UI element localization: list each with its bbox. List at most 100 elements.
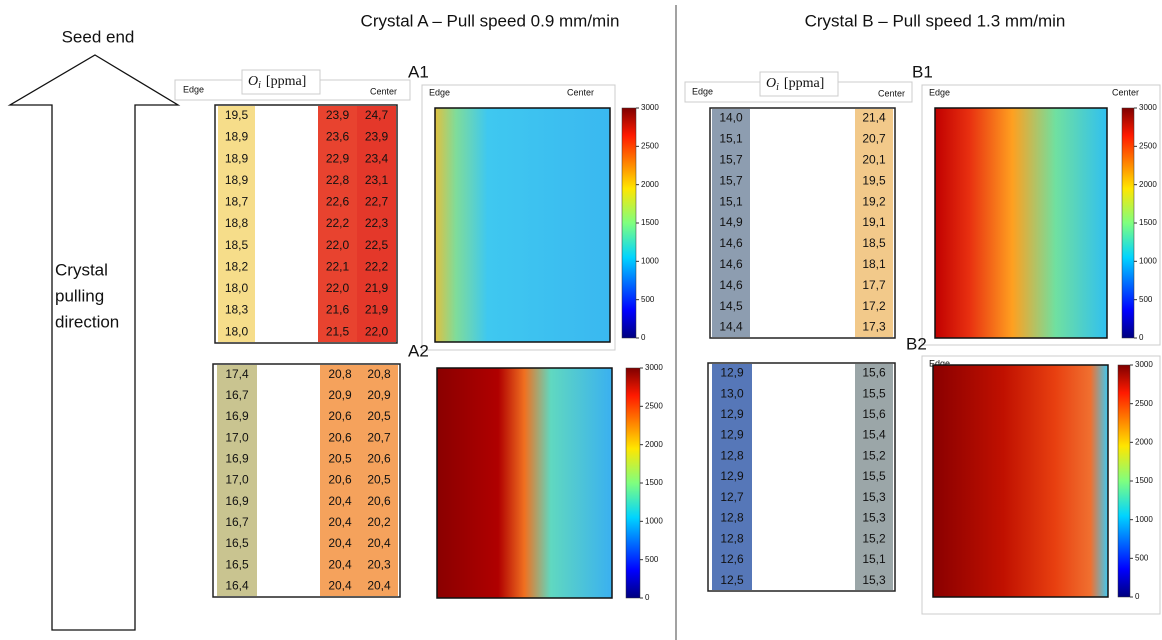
table-cell: 21,6	[326, 303, 350, 317]
oi-symbol: O	[766, 76, 776, 91]
colorbar-tick-label: 500	[641, 295, 655, 304]
table-cell: 19,5	[862, 173, 886, 187]
edge-label: Edge	[929, 358, 950, 368]
table-cell: 23,9	[326, 108, 350, 122]
column-fill	[218, 106, 255, 342]
table-cell: 20,5	[328, 451, 352, 465]
table-cell: 23,1	[365, 173, 389, 187]
heatmap	[934, 107, 1108, 339]
table-cell: 22,1	[326, 259, 350, 273]
table-cell: 20,9	[328, 388, 352, 402]
table-cell: 15,5	[862, 386, 886, 400]
table-cell: 17,3	[862, 320, 886, 334]
table-cell: 20,1	[862, 152, 886, 166]
table-cell: 15,6	[862, 407, 886, 421]
colorbar-tick-label: 2000	[645, 440, 663, 449]
table-cell: 17,7	[862, 278, 886, 292]
table-cell: 17,0	[225, 473, 249, 487]
table-cell: 17,4	[225, 367, 249, 381]
table-cell: 22,5	[365, 238, 389, 252]
table-cell: 16,9	[225, 409, 249, 423]
edge-label: Edge	[929, 87, 950, 97]
table-cell: 22,0	[365, 324, 389, 338]
oi-box	[759, 71, 839, 97]
table-cell: 22,2	[365, 259, 389, 273]
colorbar-tick-label: 1500	[645, 478, 663, 487]
table-cell: 16,9	[225, 494, 249, 508]
table-cell: 18,3	[225, 303, 249, 317]
oi-unit: [ppma]	[784, 76, 824, 91]
direction-line: direction	[55, 312, 119, 331]
table-cell: 20,4	[328, 494, 352, 508]
table-cell: 15,3	[862, 573, 886, 587]
colorbar-tick-label: 3000	[641, 103, 659, 112]
table-cell: 22,7	[365, 195, 389, 209]
table-cell: 22,9	[326, 151, 350, 165]
table-cell: 20,6	[328, 409, 352, 423]
direction-line: Crystal	[55, 260, 108, 279]
table-cell: 12,9	[720, 366, 744, 380]
table-cell: 18,8	[225, 216, 249, 230]
table-cell: 18,9	[225, 130, 249, 144]
oi-label: Oi [ppma]	[248, 74, 306, 91]
edge-label: Edge	[183, 84, 204, 94]
table-cell: 18,1	[862, 257, 886, 271]
table-cell: 15,4	[862, 428, 886, 442]
colorbar-tick-label: 2000	[641, 180, 659, 189]
column-fill	[712, 364, 752, 590]
panel-label: A1	[408, 62, 429, 81]
table-cell: 20,5	[367, 409, 391, 423]
heatmap	[434, 107, 611, 343]
table-cell: 19,5	[225, 108, 249, 122]
table-cell: 15,3	[862, 511, 886, 525]
direction-arrow	[7, 54, 181, 631]
colorbar-tick-label: 1000	[1139, 256, 1157, 265]
table-cell: 16,5	[225, 557, 249, 571]
table-cell: 20,4	[328, 579, 352, 593]
table-cell: 18,9	[225, 173, 249, 187]
table-cell: 14,6	[719, 236, 743, 250]
table-cell: 20,8	[328, 367, 352, 381]
edge-label: Edge	[429, 87, 450, 97]
oi-label: Oi [ppma]	[766, 76, 824, 93]
table-cell: 20,7	[862, 132, 886, 146]
table-cell: 15,6	[862, 366, 886, 380]
column-fill	[855, 364, 893, 590]
table-cell: 15,2	[862, 531, 886, 545]
table-cell: 20,8	[367, 367, 391, 381]
table-cell: 17,0	[225, 430, 249, 444]
colorbar-tick-label: 3000	[1135, 360, 1153, 369]
colorbar-tick-label: 1500	[1135, 476, 1153, 485]
colorbar	[1117, 364, 1131, 598]
table-cell: 12,9	[720, 469, 744, 483]
center-label: Center	[370, 86, 397, 96]
table-cell: 14,0	[719, 111, 743, 125]
colorbar-tick-label: 1500	[641, 218, 659, 227]
table-cell: 18,9	[225, 151, 249, 165]
colorbar-tick-label: 2500	[1135, 399, 1153, 408]
table-cell: 12,8	[720, 511, 744, 525]
table-cell: 14,9	[719, 215, 743, 229]
colorbar-tick-label: 1000	[1135, 515, 1153, 524]
table-cell: 15,1	[862, 552, 886, 566]
table-cell: 20,6	[328, 473, 352, 487]
table-cell: 18,7	[225, 195, 249, 209]
table-cell: 20,4	[367, 579, 391, 593]
table-cell: 22,8	[326, 173, 350, 187]
table-cell: 20,2	[367, 515, 391, 529]
title: Crystal B – Pull speed 1.3 mm/min	[805, 11, 1066, 30]
table-cell: 18,0	[225, 281, 249, 295]
table-cell: 13,0	[720, 386, 744, 400]
panel-label: A2	[408, 341, 429, 360]
table-cell: 15,1	[719, 132, 743, 146]
table-cell: 20,4	[328, 557, 352, 571]
title: Crystal A – Pull speed 0.9 mm/min	[361, 11, 620, 30]
table-cell: 20,4	[328, 536, 352, 550]
table-cell: 18,2	[225, 259, 249, 273]
table-cell: 12,9	[720, 407, 744, 421]
heatmap	[932, 364, 1109, 598]
edge-label: Edge	[692, 86, 713, 96]
colorbar-tick-label: 500	[1135, 553, 1149, 562]
table-cell: 21,5	[326, 324, 350, 338]
table-cell: 15,7	[719, 173, 743, 187]
